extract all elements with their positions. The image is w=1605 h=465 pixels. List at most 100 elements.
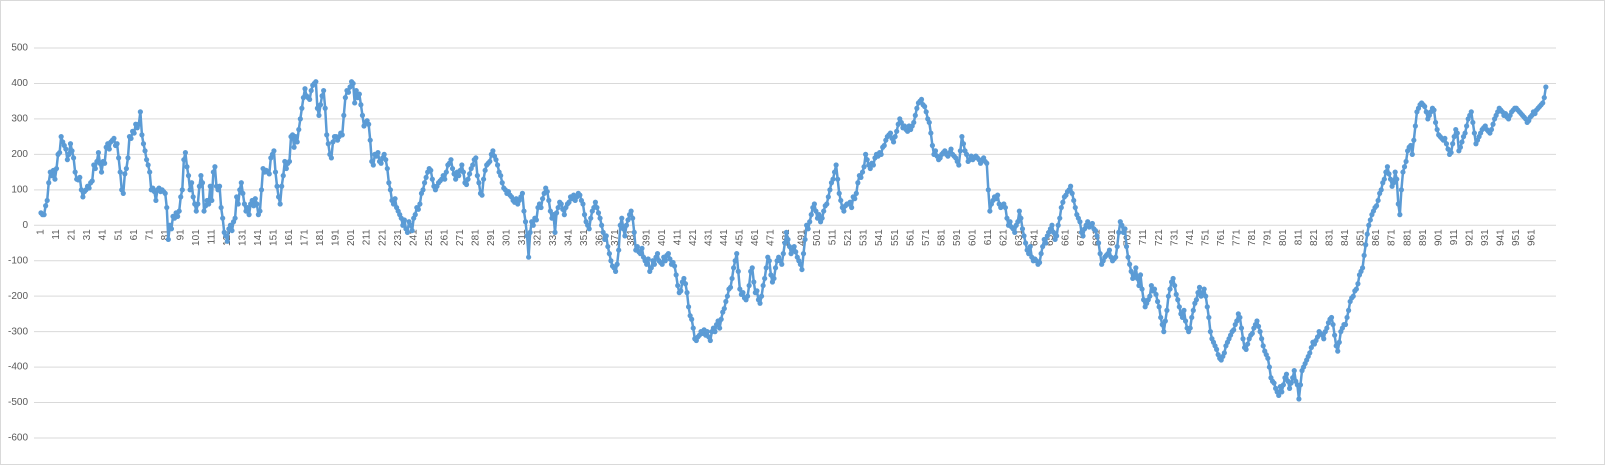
point-marker — [1159, 321, 1165, 328]
point-marker — [1450, 141, 1456, 147]
point-marker — [922, 103, 928, 110]
point-marker — [1445, 146, 1451, 152]
point-marker — [827, 187, 833, 193]
point-marker — [128, 135, 134, 142]
point-marker — [898, 119, 904, 126]
point-marker — [494, 162, 501, 168]
point-marker — [415, 206, 421, 212]
x-tick-label: 411 — [672, 229, 683, 245]
point-marker — [339, 132, 345, 138]
point-marker — [1291, 368, 1297, 374]
point-marker — [291, 144, 297, 150]
x-tick-label: 541 — [874, 229, 885, 246]
point-marker — [498, 173, 504, 179]
point-marker — [185, 173, 192, 179]
point-marker — [139, 132, 145, 138]
point-marker — [52, 176, 58, 182]
point-marker — [1043, 240, 1049, 246]
x-tick-label: 621 — [998, 229, 1009, 246]
point-marker — [1364, 231, 1370, 237]
point-marker — [1125, 254, 1131, 260]
point-marker — [1543, 84, 1549, 90]
point-marker — [1173, 291, 1179, 298]
x-tick-label: 791 — [1262, 229, 1273, 246]
point-marker — [1027, 243, 1033, 250]
point-marker — [1422, 103, 1428, 110]
point-marker — [762, 275, 768, 282]
x-tick-label: 821 — [1309, 229, 1320, 246]
point-marker — [473, 155, 479, 161]
x-tick-label: 921 — [1464, 229, 1475, 246]
point-marker — [890, 139, 897, 145]
point-marker — [673, 272, 679, 278]
point-marker — [487, 158, 493, 165]
point-marker — [1333, 343, 1339, 349]
point-marker — [577, 192, 583, 198]
point-marker — [66, 151, 72, 157]
point-marker — [89, 178, 95, 184]
point-marker — [453, 176, 459, 182]
point-marker — [417, 201, 423, 207]
point-marker — [140, 141, 147, 147]
point-marker — [533, 217, 539, 223]
point-marker — [95, 149, 102, 156]
x-tick-label: 641 — [1030, 229, 1041, 246]
point-marker — [1373, 203, 1380, 209]
point-marker — [634, 243, 640, 250]
point-marker — [544, 188, 550, 195]
point-marker — [606, 251, 612, 257]
point-marker — [1094, 233, 1100, 239]
x-tick-label: 811 — [1294, 229, 1305, 245]
point-marker — [1442, 135, 1448, 142]
point-marker — [861, 164, 867, 170]
point-marker — [1128, 268, 1134, 274]
point-marker — [350, 80, 356, 87]
x-tick-label: 211 — [362, 229, 373, 245]
point-marker — [1141, 297, 1147, 303]
point-marker — [314, 105, 321, 111]
point-marker — [1156, 304, 1162, 310]
point-marker — [227, 222, 234, 228]
x-tick-label: 351 — [579, 229, 590, 246]
point-marker — [1462, 130, 1468, 136]
point-marker — [1381, 176, 1387, 182]
point-marker — [1386, 171, 1392, 177]
point-marker — [1308, 344, 1314, 351]
point-marker — [401, 217, 407, 223]
x-tick-label: 51 — [113, 229, 124, 241]
point-marker — [791, 243, 797, 250]
point-marker — [125, 155, 131, 161]
point-marker — [1040, 243, 1046, 250]
point-marker — [293, 134, 299, 140]
point-marker — [480, 176, 487, 182]
point-marker — [224, 238, 230, 244]
point-marker — [67, 141, 74, 147]
point-marker — [384, 165, 390, 172]
point-marker — [538, 204, 544, 211]
point-marker — [195, 201, 201, 207]
point-marker — [1353, 286, 1359, 292]
point-marker — [558, 201, 564, 207]
point-marker — [1265, 355, 1271, 361]
point-marker — [448, 157, 454, 163]
point-marker — [1077, 219, 1083, 225]
point-marker — [519, 190, 526, 196]
point-marker — [1324, 325, 1330, 331]
point-marker — [184, 164, 190, 170]
point-marker — [729, 275, 735, 282]
point-marker — [1114, 243, 1120, 250]
point-marker — [1172, 282, 1178, 289]
x-tick-label: 231 — [393, 229, 404, 246]
point-marker — [120, 190, 126, 196]
point-marker — [1165, 293, 1172, 299]
point-marker — [145, 162, 151, 168]
y-tick-label: 500 — [11, 43, 28, 54]
point-marker — [429, 176, 435, 182]
point-marker — [1158, 314, 1164, 321]
point-marker — [147, 169, 153, 175]
point-marker — [1432, 119, 1439, 126]
x-tick-label: 861 — [1371, 229, 1382, 246]
x-tick-label: 41 — [98, 229, 109, 241]
point-marker — [1443, 141, 1450, 147]
point-marker — [400, 222, 406, 228]
